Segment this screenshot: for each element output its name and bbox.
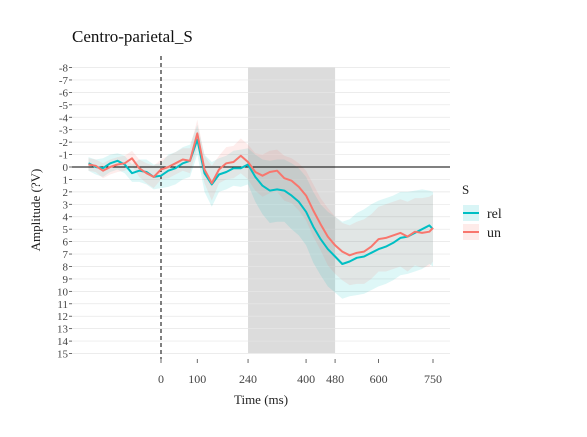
y-tick-label: 12 [57,311,68,323]
x-axis-label: Time (ms) [234,392,288,407]
legend-entries: rel un [463,205,502,241]
y-tick-label: 9 [63,274,69,286]
x-tick-label: 100 [188,372,206,386]
x-tick-label: 750 [424,372,442,386]
legend-label-un: un [487,226,501,241]
y-tick-label: 2 [63,187,69,199]
y-tick-label: -4 [59,112,69,124]
x-axis-ticks: 0 100 240 400 480 600 750 [158,359,442,386]
x-tick-label: 240 [239,372,257,386]
y-tick-label: 10 [57,286,69,298]
y-tick-label: 14 [57,336,69,348]
legend-label-rel: rel [487,207,502,222]
grid-lines [72,67,450,354]
y-tick-label: -6 [59,87,69,99]
y-tick-label: -7 [59,75,69,87]
ribbon-un [88,119,433,286]
y-tick-label: -2 [59,137,68,149]
y-tick-label: 7 [63,249,69,261]
y-tick-label: 1 [63,174,69,186]
chart-title: Centro-parietal_S [72,27,193,46]
legend: S rel un [462,182,502,241]
shaded-window-rect [248,67,336,353]
y-tick-label: 13 [57,324,69,336]
y-tick-label: 0 [63,162,69,174]
shaded-time-window [248,67,336,353]
y-tick-label: 6 [63,237,69,249]
y-tick-label: -3 [59,125,69,137]
series-line-un [88,132,434,257]
y-tick-label: 15 [57,349,69,361]
y-axis-label: Amplitude (?V) [28,169,43,252]
y-tick-label: 8 [63,261,69,273]
y-tick-label: 4 [63,212,69,224]
y-tick-label: -8 [59,63,69,75]
legend-title: S [462,182,469,197]
x-tick-label: 600 [370,372,388,386]
series-lines [88,132,434,265]
y-tick-label: 3 [63,199,69,211]
x-tick-label: 480 [326,372,344,386]
plot-panel [72,62,450,359]
y-tick-label: -5 [59,100,69,112]
x-tick-label: 0 [158,372,164,386]
y-tick-label: 5 [63,224,69,236]
reference-lines [72,56,450,359]
y-tick-label: 11 [57,299,68,311]
y-tick-label: -1 [59,150,68,162]
x-tick-label: 400 [297,372,315,386]
